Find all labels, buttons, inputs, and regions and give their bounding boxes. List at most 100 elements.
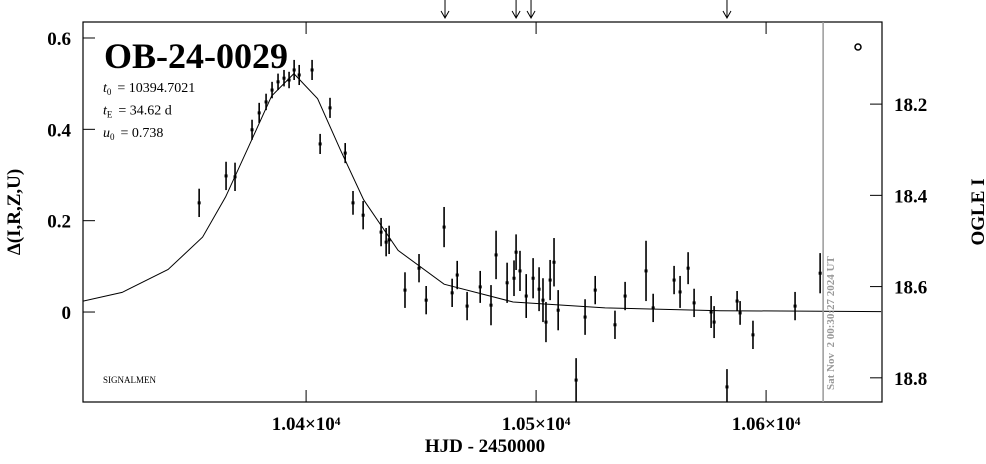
data-point (651, 306, 655, 310)
data-point (541, 298, 545, 302)
data-point (514, 250, 518, 254)
data-point (318, 142, 322, 146)
data-point (343, 151, 347, 155)
data-point (197, 201, 201, 205)
model-curve (83, 72, 882, 313)
data-point (387, 238, 391, 242)
arrow (526, 0, 536, 20)
data-point (417, 266, 421, 270)
data-point (537, 287, 541, 291)
data-point (465, 304, 469, 308)
data-point (282, 76, 286, 80)
data-point (424, 298, 428, 302)
plot-area (83, 59, 882, 402)
data-point (751, 333, 755, 337)
data-point (583, 315, 587, 319)
param: t0 = 10394.7021 (103, 81, 195, 97)
data-point (552, 260, 556, 264)
data-point (544, 320, 548, 324)
data-point (735, 299, 739, 303)
footnote: SIGNALMEN (103, 375, 156, 385)
data-point (297, 73, 301, 77)
chart-title: OB-24-0029 (104, 36, 288, 76)
y2-tick-label: 18.4 (894, 186, 928, 207)
data-point (518, 269, 522, 273)
data-point (793, 304, 797, 308)
data-point (709, 310, 713, 314)
y-tick-label: 0.4 (47, 120, 71, 141)
param-text: = 0.738 (121, 126, 164, 141)
y2-axis-label: OGLE I (968, 178, 986, 245)
y-tick-label: 0.6 (47, 29, 71, 50)
x-axis-label: HJD - 2450000 (425, 436, 545, 457)
data-point (644, 269, 648, 273)
data-point (292, 68, 296, 72)
param: tE = 34.62 d (103, 104, 172, 120)
arrow (511, 0, 521, 20)
data-point (524, 294, 528, 298)
data-point (738, 311, 742, 315)
param-symbol: t (103, 104, 108, 119)
y2-tick-label: 18.8 (894, 369, 927, 390)
data-point (712, 320, 716, 324)
data-point (678, 290, 682, 294)
data-point (574, 378, 578, 382)
data-point (442, 225, 446, 229)
data-point (379, 230, 383, 234)
data-point (818, 271, 822, 275)
marker-symbol (854, 43, 862, 51)
data-point (224, 174, 228, 178)
current-time-label: Sat Nov 2 00:30:27 2024 UT (825, 256, 837, 390)
data-point (556, 308, 560, 312)
data-point (310, 68, 314, 72)
y-axis-label: Δ(I,R,Z,U) (4, 169, 25, 255)
y2-tick-label: 18.6 (894, 278, 927, 299)
param-text: = 34.62 d (118, 104, 171, 119)
data-point (328, 106, 332, 110)
data-point (725, 385, 729, 389)
data-point (531, 276, 535, 280)
param-subscript: 0 (107, 87, 112, 97)
param-symbol: u (103, 126, 110, 141)
x-tick-label: 1.05×10⁴ (502, 414, 571, 435)
data-point (264, 100, 268, 104)
data-point (548, 278, 552, 282)
param-text: = 10394.7021 (117, 81, 195, 96)
data-point (512, 276, 516, 280)
x-tick-label: 1.04×10⁴ (272, 414, 341, 435)
data-point (593, 288, 597, 292)
data-point (455, 273, 459, 277)
data-point (233, 175, 237, 179)
data-point (489, 303, 493, 307)
plot-frame (82, 21, 883, 403)
data-point (257, 111, 261, 115)
data-point (287, 78, 291, 82)
data-point (403, 288, 407, 292)
param-subscript: 0 (110, 132, 115, 142)
data-point (450, 291, 454, 295)
data-point (361, 213, 365, 217)
data-point (672, 278, 676, 282)
param-symbol: t (103, 81, 108, 96)
arrow (440, 0, 450, 20)
data-point (692, 301, 696, 305)
x-tick-label: 1.06×10⁴ (732, 414, 801, 435)
y-tick-label: 0.2 (47, 212, 71, 233)
data-point (270, 88, 274, 92)
data-point (478, 285, 482, 289)
data-point (623, 294, 627, 298)
data-point (686, 266, 690, 270)
data-point (276, 80, 280, 84)
data-point (351, 201, 355, 205)
param-subscript: E (107, 110, 113, 120)
arrow (722, 0, 732, 20)
y-tick-label: 0 (62, 303, 72, 324)
data-point (494, 253, 498, 257)
data-point (250, 128, 254, 132)
param: u0 = 0.738 (103, 126, 163, 142)
data-point (505, 281, 509, 285)
y2-tick-label: 18.2 (894, 95, 927, 116)
data-point (613, 323, 617, 327)
data-point (384, 240, 388, 244)
